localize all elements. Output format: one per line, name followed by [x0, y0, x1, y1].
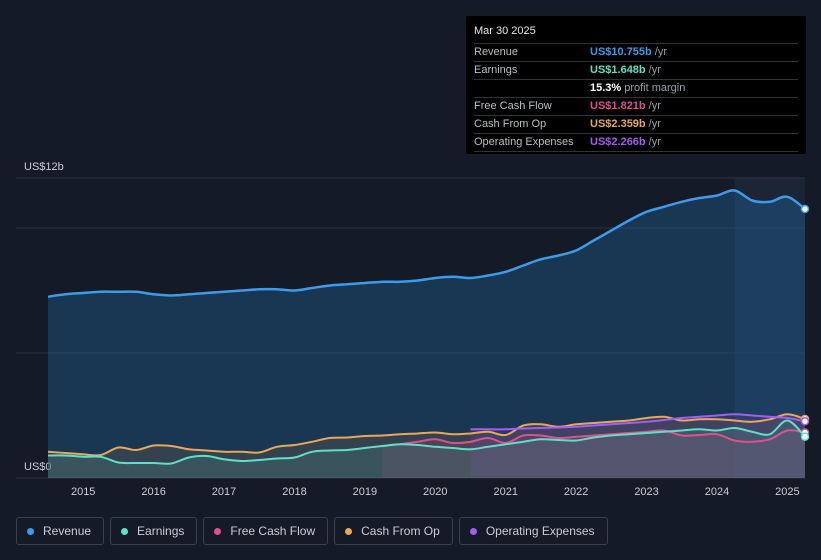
- series-line-cash-from-op: [47, 413, 806, 457]
- series-end-point-revenue: [800, 204, 810, 214]
- series-area-revenue: [48, 190, 805, 478]
- legend-label: Revenue: [43, 524, 92, 538]
- tooltip-unit: /yr: [648, 64, 661, 76]
- tooltip-label: Free Cash Flow: [474, 100, 552, 112]
- tooltip-label: Earnings: [474, 64, 518, 76]
- tooltip-unit: /yr: [648, 100, 661, 112]
- tooltip-row-free-cash-flow: Free Cash Flow US$1.821b /yr: [474, 98, 798, 116]
- series-line-free-cash-flow: [382, 429, 806, 447]
- tooltip-panel: Mar 30 2025 Revenue US$10.755b /yr Earni…: [466, 16, 806, 154]
- tooltip-value: US$2.266b: [590, 136, 646, 148]
- tooltip-value: US$2.359b: [590, 118, 646, 130]
- legend-dot-icon: [469, 527, 477, 535]
- legend-item-earnings[interactable]: Earnings: [110, 517, 198, 545]
- x-tick-label: 2019: [353, 486, 377, 498]
- x-tick-label: 2016: [141, 486, 165, 498]
- tooltip-label: [474, 80, 590, 97]
- y-axis-bottom-label: US$0: [24, 461, 52, 473]
- legend-dot-icon: [345, 527, 353, 535]
- tooltip-unit: /yr: [648, 118, 661, 130]
- legend-item-revenue[interactable]: Revenue: [16, 517, 105, 545]
- series-line-operating-expenses: [470, 413, 806, 431]
- x-tick-label: 2024: [705, 486, 729, 498]
- tooltip-value: US$10.755b: [590, 46, 652, 58]
- legend-label: Earnings: [137, 524, 185, 538]
- legend-label: Cash From Op: [361, 524, 440, 538]
- legend-dot-icon: [214, 527, 222, 535]
- tooltip-unit: /yr: [654, 46, 667, 58]
- tooltip-label: Operating Expenses: [474, 136, 574, 148]
- tooltip-value: US$1.821b: [590, 100, 646, 112]
- x-tick-label: 2020: [423, 486, 447, 498]
- x-tick-label: 2023: [634, 486, 658, 498]
- legend-item-cash-from-op[interactable]: Cash From Op: [334, 517, 453, 545]
- legend-item-operating-expenses[interactable]: Operating Expenses: [458, 517, 608, 545]
- y-axis-top-label: US$12b: [24, 161, 64, 173]
- chart-legend: Revenue Earnings Free Cash Flow Cash Fro…: [16, 517, 608, 545]
- legend-dot-icon: [27, 527, 34, 535]
- x-tick-label: 2015: [71, 486, 95, 498]
- legend-item-free-cash-flow[interactable]: Free Cash Flow: [203, 517, 329, 545]
- tooltip-unit: /yr: [648, 136, 661, 148]
- series-area-free-cash-flow: [382, 430, 805, 478]
- tooltip-value: US$1.648b: [590, 64, 646, 76]
- legend-dot-icon: [121, 527, 129, 535]
- tooltip-unit: profit margin: [624, 82, 686, 94]
- tooltip-value: 15.3%: [590, 82, 622, 94]
- tooltip-label: Cash From Op: [474, 118, 547, 130]
- x-tick-label: 2025: [775, 486, 799, 498]
- tooltip-row-revenue: Revenue US$10.755b /yr: [474, 44, 798, 62]
- tooltip-label: Revenue: [474, 46, 519, 58]
- series-end-point-earnings: [800, 432, 810, 441]
- tooltip-row-operating-expenses: Operating Expenses US$2.266b /yr: [474, 134, 798, 152]
- series-line-earnings: [47, 419, 806, 465]
- tooltip-row-earnings: Earnings US$1.648b /yr: [474, 62, 798, 80]
- legend-label: Free Cash Flow: [230, 524, 316, 538]
- series-line-revenue: [47, 189, 806, 299]
- series-end-point-operating-expenses: [800, 417, 810, 426]
- legend-label: Operating Expenses: [485, 524, 595, 538]
- tooltip-row-cash-from-op: Cash From Op US$2.359b /yr: [474, 116, 798, 134]
- tooltip-date: Mar 30 2025: [474, 24, 798, 44]
- x-tick-label: 2017: [212, 486, 236, 498]
- series-area-earnings: [48, 420, 805, 478]
- tooltip-row-profit-margin: 15.3% profit margin: [474, 80, 798, 98]
- x-tick-label: 2018: [282, 486, 306, 498]
- x-tick-label: 2022: [564, 486, 588, 498]
- x-tick-label: 2021: [493, 486, 517, 498]
